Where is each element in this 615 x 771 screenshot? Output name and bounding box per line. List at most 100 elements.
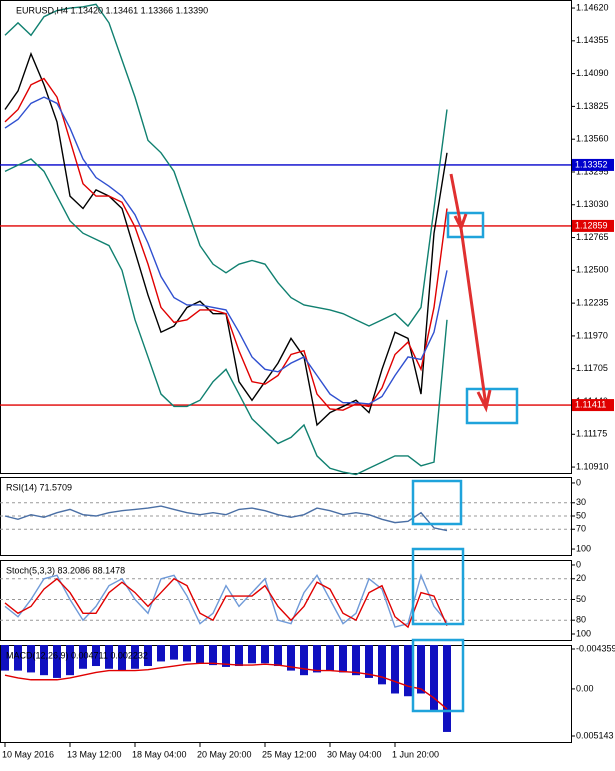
bar	[248, 645, 256, 664]
bar	[391, 645, 399, 694]
x-tick-label: 10 May 2016	[2, 749, 54, 759]
bar	[404, 645, 412, 697]
bar	[378, 645, 386, 685]
y-tick-label: 50	[576, 594, 586, 604]
x-tick-label: 30 May 04:00	[327, 749, 382, 759]
series-line	[4, 3, 448, 328]
highlight-box	[411, 547, 465, 626]
bar	[365, 645, 373, 678]
bar	[105, 645, 113, 669]
bar	[443, 645, 451, 732]
y-tick-label: 1.10910	[576, 461, 609, 471]
bar	[430, 645, 438, 712]
bar	[339, 645, 347, 673]
y-tick-label: 1.13825	[576, 101, 609, 111]
bar	[40, 645, 48, 676]
highlight-box	[411, 479, 463, 526]
y-tick-label: 0.005143	[576, 730, 614, 740]
bar	[326, 645, 334, 671]
y-tick-label: 100	[576, 628, 591, 638]
x-tick-label: 20 May 20:00	[197, 749, 252, 759]
level-tag	[572, 219, 614, 232]
bar	[157, 645, 165, 662]
series-line	[4, 158, 448, 476]
bar	[66, 645, 74, 676]
y-tick-label: 1.12765	[576, 232, 609, 242]
y-tick-label: -0.004359	[576, 643, 615, 653]
bar	[300, 645, 308, 676]
y-tick-label: 80	[576, 615, 586, 625]
level-tag	[572, 158, 614, 171]
bar	[274, 645, 282, 667]
panel-frame	[0, 0, 572, 474]
annotations	[411, 173, 519, 713]
panel-title: RSI(14) 71.5709	[6, 482, 72, 492]
panel-frame	[0, 645, 572, 743]
bar	[183, 645, 191, 662]
level-tag	[572, 399, 614, 412]
bar	[287, 645, 295, 671]
y-tick-label: 1.14620	[576, 2, 609, 12]
panel-title: MACD(12,26,9) 0.004711 0.002232	[6, 650, 148, 660]
bar	[1, 645, 9, 671]
y-tick-label: 0.00	[576, 683, 594, 693]
bar	[170, 645, 178, 660]
y-tick-label: 30	[576, 497, 586, 507]
highlight-box	[465, 387, 519, 425]
highlight-box	[411, 638, 465, 713]
bar	[417, 645, 425, 694]
level-label: 1.11411	[575, 399, 606, 409]
panel-title: EURUSD,H4 1.13420 1.13461 1.13366 1.1339…	[16, 5, 208, 15]
y-tick-label: 1.14355	[576, 35, 609, 45]
x-tick-label: 18 May 04:00	[132, 749, 187, 759]
y-tick-label: 0	[576, 559, 581, 569]
bar	[352, 645, 360, 676]
y-tick-label: 1.11705	[576, 363, 608, 373]
y-tick-label: 1.14090	[576, 68, 609, 78]
bar	[235, 645, 243, 667]
bar	[53, 645, 61, 678]
bar	[313, 645, 321, 673]
series-line	[4, 96, 448, 405]
bar	[209, 645, 217, 666]
x-tick-label: 13 May 12:00	[67, 749, 122, 759]
bar	[222, 645, 230, 667]
bar	[131, 645, 139, 669]
y-tick-label: 0	[576, 477, 581, 487]
y-tick-label: 20	[576, 573, 586, 583]
panel-frame	[0, 560, 572, 641]
bar	[14, 645, 22, 671]
y-tick-label: 1.11970	[576, 330, 608, 340]
level-label: 1.12859	[575, 220, 608, 230]
y-tick-label: 1.12500	[576, 265, 609, 275]
series-line	[4, 505, 448, 532]
y-tick-label: 50	[576, 510, 586, 520]
bar	[196, 645, 204, 664]
arrow	[459, 227, 492, 413]
y-tick-label: 70	[576, 524, 586, 534]
x-tick-label: 1 Jun 20:00	[392, 749, 439, 759]
bar	[27, 645, 35, 673]
series-line	[4, 662, 448, 710]
y-tick-label: 1.12235	[576, 298, 609, 308]
bar	[92, 645, 100, 667]
bar	[261, 645, 269, 664]
panel-title: Stoch(5,3,3) 83.2086 88.1478	[6, 565, 125, 575]
series-line	[4, 573, 448, 628]
bar	[118, 645, 126, 671]
bar	[144, 645, 152, 667]
highlight-box	[446, 211, 485, 239]
x-tick-label: 25 May 12:00	[262, 749, 317, 759]
bar	[79, 645, 87, 669]
y-tick-label: 100	[576, 543, 591, 553]
y-tick-label: 1.13030	[576, 199, 609, 209]
level-label: 1.13352	[575, 159, 608, 169]
series-line	[4, 577, 448, 629]
y-tick-label: 1.11175	[576, 429, 607, 439]
y-tick-label: 1.13295	[576, 166, 609, 176]
series-line	[4, 77, 448, 411]
y-tick-label: 1.13560	[576, 134, 609, 144]
